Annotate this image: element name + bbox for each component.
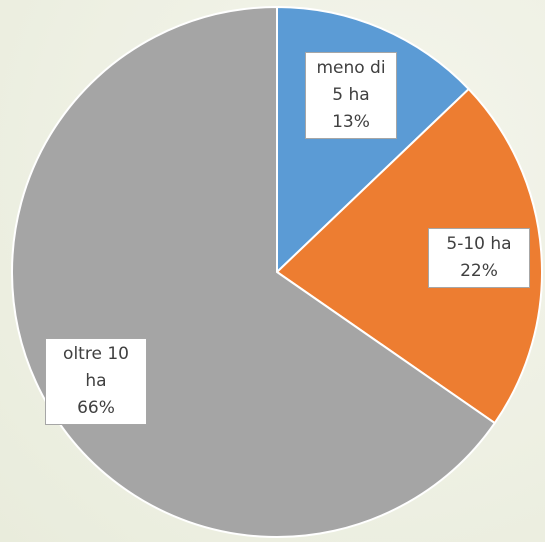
data-label: meno di 5 ha 13% bbox=[305, 52, 397, 139]
pie-slice bbox=[275, 87, 543, 425]
category-label: meno di 5 ha bbox=[316, 58, 386, 105]
data-label: oltre 10 ha 66% bbox=[45, 338, 147, 425]
data-label: 5-10 ha 22% bbox=[428, 228, 530, 288]
category-label: 5-10 ha bbox=[446, 234, 512, 254]
value-label: 22% bbox=[460, 261, 498, 281]
value-label: 66% bbox=[77, 398, 115, 418]
value-label: 13% bbox=[332, 112, 370, 132]
category-label: oltre 10 ha bbox=[63, 344, 129, 391]
